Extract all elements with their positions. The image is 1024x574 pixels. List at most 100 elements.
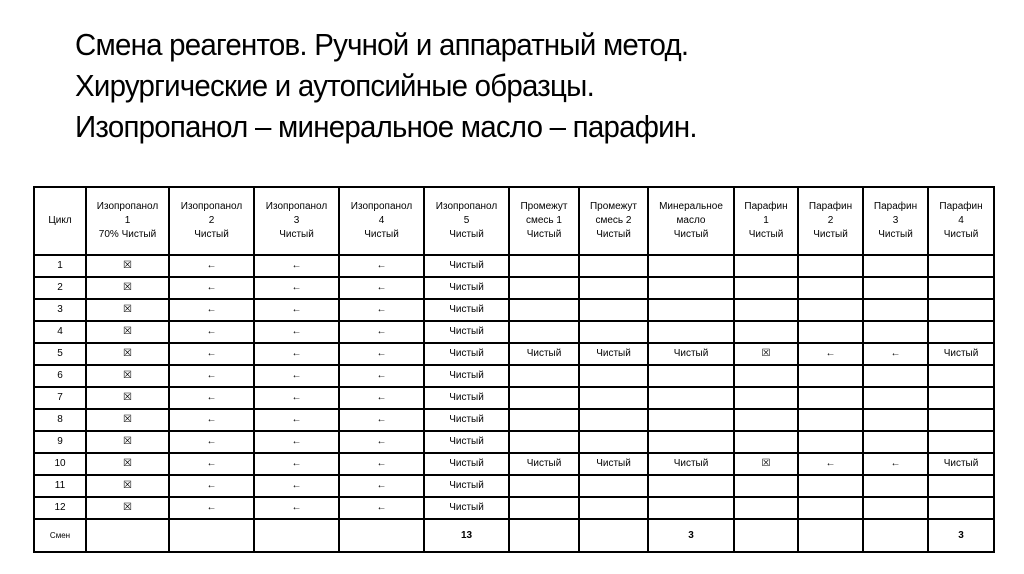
table-cell — [927, 430, 995, 454]
column-header: Изопропанол 4 Чистый — [338, 186, 425, 256]
total-cell — [168, 518, 255, 553]
table-cell: Чистый — [927, 342, 995, 366]
column-header-line: смесь 2 — [595, 215, 632, 226]
column-header: Парафин 2 Чистый — [797, 186, 864, 256]
table-row: 4 ☒ ← ← ← Чистый — [33, 320, 995, 344]
table-row: 10 ☒ ← ← ← Чистый Чистый Чистый Чистый ☒ ← ← Чистый — [33, 452, 995, 476]
arrow-left-icon: ← — [168, 276, 255, 300]
table-cell — [508, 364, 580, 388]
table-cell — [578, 430, 649, 454]
total-cell: 3 — [647, 518, 735, 553]
checkbox-x-icon: ☒ — [85, 474, 170, 498]
arrow-left-icon: ← — [253, 342, 340, 366]
cycle-number: 3 — [33, 298, 87, 322]
column-header: Изопропанол 2 Чистый — [168, 186, 255, 256]
column-header-line: Чистый — [449, 229, 484, 240]
table-cell — [733, 254, 799, 278]
slide-title: Смена реагентов. Ручной и аппаратный мет… — [75, 24, 698, 147]
checkbox-x-icon: ☒ — [85, 276, 170, 300]
table-cell — [647, 496, 735, 520]
title-line-3: Изопропанол – минеральное масло – парафи… — [75, 109, 698, 144]
column-header-line: 1 — [124, 215, 131, 226]
arrow-left-icon: ← — [253, 430, 340, 454]
arrow-left-icon: ← — [168, 386, 255, 410]
table-cell — [862, 254, 929, 278]
arrow-left-icon: ← — [338, 298, 425, 322]
column-header-line: Изопропанол — [180, 201, 243, 212]
table-cell — [862, 364, 929, 388]
arrow-left-icon: ← — [253, 408, 340, 432]
table-row: 7 ☒ ← ← ← Чистый — [33, 386, 995, 410]
table-cell — [508, 276, 580, 300]
table-cell — [508, 254, 580, 278]
checkbox-x-icon: ☒ — [85, 364, 170, 388]
table-row: 9 ☒ ← ← ← Чистый — [33, 430, 995, 454]
table-cell: Чистый — [423, 386, 510, 410]
checkbox-x-icon: ☒ — [85, 408, 170, 432]
header-row: Цикл Изопропанол 1 70% Чистый Изопропанол 2 Чи… — [33, 186, 995, 256]
arrow-left-icon: ← — [253, 386, 340, 410]
table-row: 12 ☒ ← ← ← Чистый — [33, 496, 995, 520]
table-cell — [508, 298, 580, 322]
column-header: Промежут смесь 1 Чистый — [508, 186, 580, 256]
table-cell — [862, 298, 929, 322]
total-cell — [862, 518, 929, 553]
column-header-line: Чистый — [526, 229, 562, 240]
table-cell: Чистый — [508, 342, 580, 366]
table-cell: Чистый — [423, 320, 510, 344]
checkbox-x-icon: ☒ — [85, 254, 170, 278]
cycle-number: 8 — [33, 408, 87, 432]
column-header-line: Парафин — [744, 201, 788, 212]
title-line-2: Хирургические и аутопсийные образцы. — [75, 68, 595, 103]
arrow-left-icon: ← — [253, 496, 340, 520]
arrow-left-icon: ← — [338, 452, 425, 476]
table-cell — [647, 364, 735, 388]
arrow-left-icon: ← — [168, 254, 255, 278]
checkbox-x-icon: ☒ — [733, 452, 799, 476]
arrow-left-icon: ← — [862, 452, 929, 476]
table-cell — [578, 364, 649, 388]
table-cell — [862, 276, 929, 300]
column-header-line: 2 — [827, 215, 834, 226]
table-cell — [927, 276, 995, 300]
arrow-left-icon: ← — [253, 276, 340, 300]
table-cell — [733, 386, 799, 410]
table-cell — [578, 254, 649, 278]
total-cell: 3 — [927, 518, 995, 553]
column-header-line: Промежут — [520, 201, 568, 212]
column-header-line: смесь 1 — [526, 215, 562, 226]
table-cell — [797, 386, 864, 410]
table-cell — [578, 496, 649, 520]
arrow-left-icon: ← — [168, 496, 255, 520]
column-header-line: Чистый — [878, 229, 913, 240]
column-header-line: Промежут — [589, 201, 638, 212]
arrow-left-icon: ← — [338, 364, 425, 388]
column-header-line: Изопропанол — [96, 201, 159, 212]
arrow-left-icon: ← — [862, 342, 929, 366]
table-cell — [927, 298, 995, 322]
table-cell — [733, 474, 799, 498]
table-cell: Чистый — [423, 276, 510, 300]
arrow-left-icon: ← — [168, 342, 255, 366]
arrow-left-icon: ← — [253, 320, 340, 344]
table-cell: Чистый — [578, 452, 649, 476]
table-cell: Чистый — [423, 496, 510, 520]
table-cell — [647, 386, 735, 410]
arrow-left-icon: ← — [338, 320, 425, 344]
column-header-line: Парафин — [939, 201, 983, 212]
table-cell — [647, 430, 735, 454]
table-cell — [797, 364, 864, 388]
arrow-left-icon: ← — [338, 342, 425, 366]
arrow-left-icon: ← — [253, 298, 340, 322]
column-header-line: Чистый — [748, 229, 784, 240]
table-cell — [508, 430, 580, 454]
arrow-left-icon: ← — [168, 364, 255, 388]
table-cell — [927, 320, 995, 344]
column-header-line: Изопропанол — [265, 201, 328, 212]
arrow-left-icon: ← — [338, 474, 425, 498]
arrow-left-icon: ← — [797, 342, 864, 366]
column-header: Парафин 4 Чистый — [927, 186, 995, 256]
column-header: Цикл — [33, 186, 87, 256]
table-cell — [862, 408, 929, 432]
checkbox-x-icon: ☒ — [85, 342, 170, 366]
